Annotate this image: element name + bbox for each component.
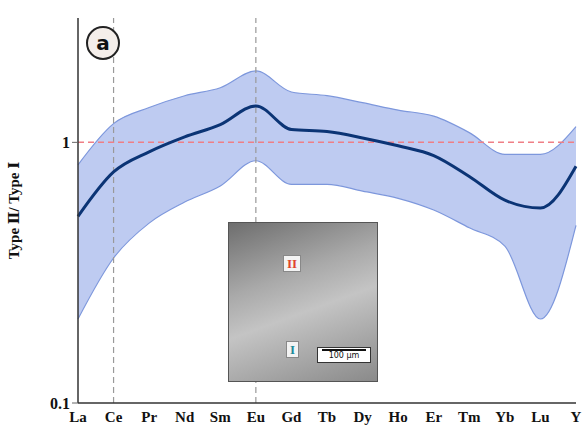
svg-text:Ce: Ce <box>105 409 123 425</box>
svg-text:Lu: Lu <box>531 409 549 425</box>
html-text:100 µm: 100 µm <box>328 351 360 360</box>
html-text:II: II <box>287 256 298 271</box>
svg-text:Type Ⅱ/ Type Ⅰ: Type Ⅱ/ Type Ⅰ <box>6 162 22 260</box>
svg-text:Ho: Ho <box>389 409 408 425</box>
svg-text:Eu: Eu <box>247 409 265 425</box>
svg-text:Nd: Nd <box>175 409 195 425</box>
svg-text:Tm: Tm <box>458 409 481 425</box>
svg-text:Tb: Tb <box>318 409 336 425</box>
svg-text:Pr: Pr <box>141 409 157 425</box>
svg-text:Er: Er <box>425 409 442 425</box>
svg-text:Dy: Dy <box>353 409 372 425</box>
html-text:I: I <box>290 342 296 357</box>
svg-text:Sm: Sm <box>210 409 231 425</box>
svg-text:Y: Y <box>571 409 582 425</box>
svg-text:Yb: Yb <box>495 409 514 425</box>
svg-text:0.1: 0.1 <box>50 395 70 412</box>
svg-text:La: La <box>69 409 87 425</box>
svg-text:Gd: Gd <box>281 409 302 425</box>
svg-text:1: 1 <box>62 134 70 151</box>
html-text:a: a <box>96 31 110 55</box>
